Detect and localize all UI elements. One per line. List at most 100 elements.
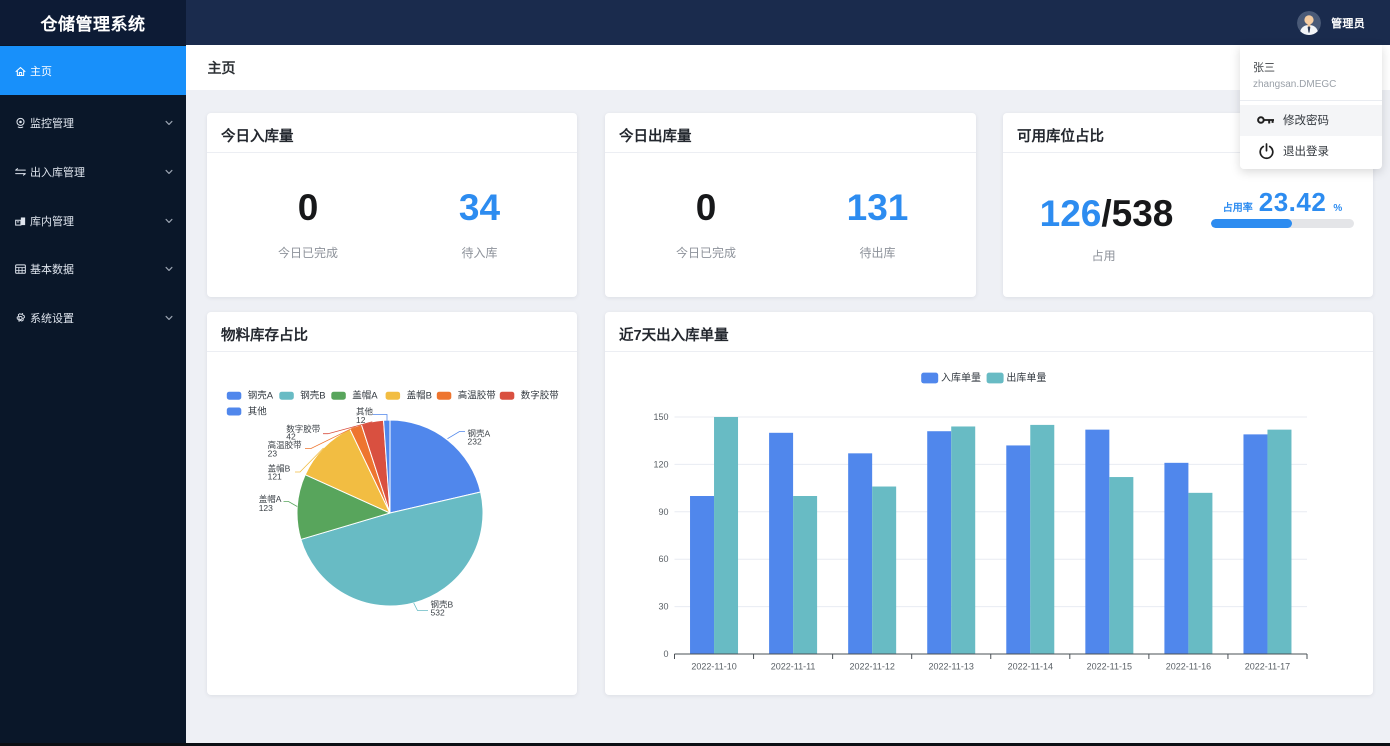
svg-text:2022-11-16: 2022-11-16 <box>1166 662 1211 672</box>
svg-text:2022-11-11: 2022-11-11 <box>771 662 816 672</box>
user-menu-trigger[interactable]: 管理员 <box>1297 0 1365 45</box>
card-material-stock-pie: 物料库存占比 钢壳A 232 钢壳B 532 盖帽A 123 盖帽B 121 高温胶带 23 数字胶… <box>207 312 577 695</box>
breadcrumb-current[interactable]: 主页 <box>207 59 236 76</box>
app-title: 仓储管理系统 <box>40 15 146 34</box>
pie-legend-item-0[interactable]: 钢壳A <box>226 390 274 402</box>
warehouse-icon <box>14 214 27 228</box>
user-role-label[interactable]: 管理员 <box>1331 17 1365 30</box>
bar-series1-2022-11-15[interactable] <box>1109 477 1134 654</box>
card-bar-title: 近7天出入库单量 <box>619 327 729 344</box>
svg-text:0: 0 <box>663 649 668 659</box>
pie-legend-item-4[interactable]: 高温胶带 <box>436 390 497 402</box>
card-outbound-header: 今日出库量 <box>605 113 976 153</box>
bottom-scrollbar-strip <box>0 742 1390 746</box>
inbound-pending-label: 待入库 <box>461 245 498 260</box>
bar-series1-2022-11-11[interactable] <box>793 496 818 654</box>
top-header: 管理员 <box>186 0 1390 45</box>
sidebar-item-1[interactable]: 监控管理 <box>0 99 186 148</box>
card-inbound-title: 今日入库量 <box>221 128 294 145</box>
svg-text:钢壳B: 钢壳B <box>300 390 325 402</box>
svg-text:盖帽A: 盖帽A <box>352 390 378 402</box>
bar-series1-2022-11-13[interactable] <box>951 426 976 654</box>
svg-text:42: 42 <box>286 432 296 442</box>
pie-slice-1[interactable] <box>300 491 484 607</box>
sidebar-item-4[interactable]: 基本数据 <box>0 245 186 294</box>
svg-text:532: 532 <box>431 608 445 618</box>
svg-text:23: 23 <box>268 449 278 459</box>
bar-series1-2022-11-14[interactable] <box>1030 424 1055 654</box>
sidebar: 仓储管理系统 主页监控管理出入库管理库内管理基本数据系统设置 <box>0 0 186 746</box>
change-password-label[interactable]: 修改密码 <box>1283 115 1329 127</box>
svg-text:30: 30 <box>658 602 668 612</box>
bar-series0-2022-11-13[interactable] <box>927 431 952 654</box>
svg-text:出库单量: 出库单量 <box>1006 371 1046 384</box>
svg-text:钢壳B: 钢壳B <box>431 600 454 610</box>
chevron-down-icon <box>165 267 173 272</box>
card-occupancy-header: 可用库位占比 <box>1003 113 1373 153</box>
svg-text:2022-11-17: 2022-11-17 <box>1245 662 1290 672</box>
bar-series0-2022-11-15[interactable] <box>1085 429 1110 654</box>
sidebar-item-2[interactable]: 出入库管理 <box>0 147 186 196</box>
sidebar-item-label: 监控管理 <box>30 117 74 130</box>
dropdown-divider <box>1239 99 1382 101</box>
gear-icon <box>14 311 27 325</box>
bar-series1-2022-11-16[interactable] <box>1188 492 1213 654</box>
bar-series0-2022-11-16[interactable] <box>1164 462 1189 654</box>
occupancy-label: 占用 <box>1091 249 1116 263</box>
bar-series1-2022-11-10[interactable] <box>714 417 739 654</box>
svg-text:2022-11-12: 2022-11-12 <box>849 662 894 672</box>
bar-series0-2022-11-11[interactable] <box>769 432 794 654</box>
svg-text:121: 121 <box>268 472 282 482</box>
outbound-completed-value: 0 <box>695 187 717 228</box>
pie-legend-item-3[interactable]: 盖帽B <box>385 390 432 402</box>
outbound-completed-label: 今日已完成 <box>675 245 736 260</box>
svg-text:60: 60 <box>658 554 668 564</box>
menu-item-change-password[interactable]: 修改密码 <box>1239 104 1382 136</box>
logout-label[interactable]: 退出登录 <box>1283 146 1329 158</box>
outbound-pending-value: 131 <box>846 187 909 228</box>
svg-text:数字胶带: 数字胶带 <box>521 390 560 402</box>
svg-text:123: 123 <box>259 503 273 513</box>
svg-text:盖帽B: 盖帽B <box>407 390 432 402</box>
sidebar-item-label: 库内管理 <box>30 215 74 228</box>
chevron-down-icon <box>165 169 173 174</box>
pie-slice-0[interactable] <box>389 419 482 514</box>
bar-series1-2022-11-12[interactable] <box>872 486 897 654</box>
pie-legend-item-2[interactable]: 盖帽A <box>331 390 378 402</box>
sidebar-item-label: 系统设置 <box>30 313 74 326</box>
pie-legend-item-1[interactable]: 钢壳B <box>279 390 326 402</box>
pie-legend-item-6[interactable]: 其他 <box>226 406 268 418</box>
sidebar-item-3[interactable]: 库内管理 <box>0 196 186 245</box>
bar-series0-2022-11-17[interactable] <box>1243 434 1268 654</box>
material-stock-pie-chart[interactable]: 钢壳A232钢壳B532盖帽A123盖帽B121高温胶带23数字胶带42其他12… <box>207 312 577 695</box>
card-outbound-title: 今日出库量 <box>619 128 692 145</box>
bar-legend-item-0[interactable]: 入库单量 <box>921 371 981 384</box>
bar-series0-2022-11-12[interactable] <box>848 453 873 654</box>
sidebar-item-5[interactable]: 系统设置 <box>0 294 186 343</box>
pie-legend-item-5[interactable]: 数字胶带 <box>499 390 560 402</box>
avatar[interactable] <box>1297 10 1322 35</box>
occupancy-fraction: 126/538 <box>1027 193 1187 234</box>
chevron-down-icon <box>165 315 173 321</box>
svg-text:90: 90 <box>658 507 668 517</box>
bar-legend-item-1[interactable]: 出库单量 <box>986 371 1047 384</box>
svg-text:2022-11-10: 2022-11-10 <box>691 662 736 672</box>
svg-text:2022-11-13: 2022-11-13 <box>929 662 974 672</box>
card-weekly-orders-bar: 近7天出入库单量 0 30 60 90 120 150 2022-11-10 2022-11-… <box>605 312 1373 695</box>
bar-series0-2022-11-14[interactable] <box>1006 445 1031 654</box>
weekly-orders-bar-chart[interactable]: 0 30 60 90 120 150 2022-11-10 2022-11-11 2022-11… <box>605 312 1373 695</box>
occupancy-rate-label: 占用率 <box>1222 203 1253 214</box>
transfer-icon <box>14 165 27 179</box>
breadcrumb: 主页 <box>186 45 1390 90</box>
sidebar-item-label: 主页 <box>30 65 52 78</box>
bar-series1-2022-11-17[interactable] <box>1267 429 1292 654</box>
card-inbound-header: 今日入库量 <box>207 113 577 153</box>
menu-item-logout[interactable]: 退出登录 <box>1240 136 1382 167</box>
sidebar-item-0[interactable]: 主页 <box>0 46 186 95</box>
svg-text:数字胶带: 数字胶带 <box>286 424 321 434</box>
card-outbound-today: 今日出库量 0 今日已完成 131 待出库 <box>605 113 976 297</box>
bar-series0-2022-11-10[interactable] <box>690 496 715 654</box>
svg-text:高温胶带: 高温胶带 <box>458 390 497 402</box>
pie-slice-2[interactable] <box>296 474 391 540</box>
